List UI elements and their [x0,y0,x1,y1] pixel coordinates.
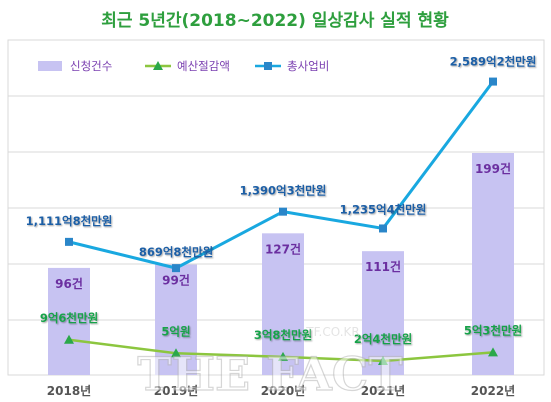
line-data-label: 2,589억2천만원 [450,55,537,69]
bar-label: 127건 [265,241,301,256]
line-data-label: 5억원 [161,324,190,338]
square-marker [489,77,497,86]
triangle-marker [488,347,498,357]
chart-title: 최근 5년간(2018~2022) 일상감사 실적 현황 [101,11,449,31]
x-tick-label: 2018년 [47,384,91,398]
x-tick-label: 2022년 [471,384,515,398]
triangle-marker [278,351,288,361]
legend-swatch-bar [38,61,62,71]
bar-2022년 [472,153,514,375]
square-marker [379,224,387,233]
line-data-label: 9억6천만원 [40,311,98,325]
bar-label: 111건 [365,259,401,274]
line-data-label: 5억3천만원 [464,323,522,337]
x-tick-label: 2019년 [154,384,198,398]
square-marker [172,264,180,273]
line-data-label: 1,390억3천만원 [240,184,327,198]
line-data-label: 2억4천만원 [354,332,412,346]
bar-label: 199건 [475,161,511,176]
triangle-marker [64,334,74,344]
x-tick-label: 2020년 [261,384,305,398]
line-data-label: 3억8천만원 [254,328,312,342]
line-data-label: 1,111억8천만원 [26,214,113,228]
legend-marker [264,62,272,70]
x-tick-label: 2021년 [361,384,405,398]
x-axis-labels: 2018년 2019년 2020년 2021년 2022년 [47,384,515,398]
bar-label: 96건 [55,276,83,291]
line-data-label: 1,235억4천만원 [340,202,427,216]
triangle-marker [171,348,181,358]
legend-label: 총사업비 [287,59,329,73]
line-series: 9억6천만원 5억원 3억8천만원 2억4천만원 5억3천만원 1,111억8천만원 869… [26,55,537,365]
watermark-main: THE FACT [137,347,402,401]
watermark-sub: TF.CO.KR [305,325,359,339]
bar-2018년 [48,267,90,375]
square-marker [279,207,287,216]
legend: 신청건수 예산절감액 총사업비 [38,59,329,73]
line-data-label: 869억8천만원 [139,245,213,259]
bar-2021년 [362,251,404,375]
bar-2020년 [262,233,304,375]
triangle-marker [378,355,388,365]
legend-label: 예산절감액 [177,59,230,73]
watermark: TF.CO.KR THE FACT [137,325,403,402]
square-marker [65,237,73,246]
legend-marker [153,61,163,70]
bar-label: 99건 [162,273,190,288]
legend-label: 신청건수 [70,59,112,73]
